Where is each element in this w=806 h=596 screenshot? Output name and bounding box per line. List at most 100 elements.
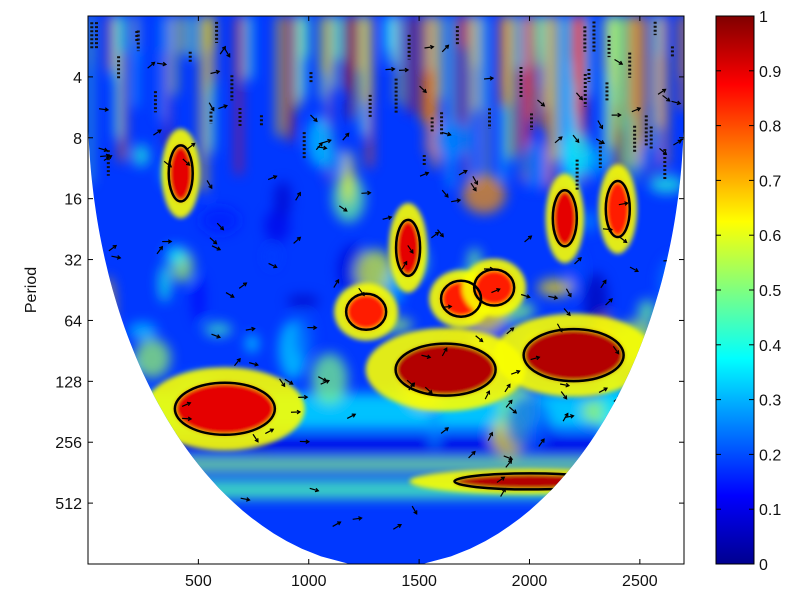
phase-arrow	[468, 450, 476, 459]
phase-arrow	[475, 335, 484, 343]
phase-arrow	[298, 394, 309, 400]
phase-arrow	[317, 376, 328, 382]
significance-contour-2	[344, 292, 388, 332]
phase-arrow	[307, 325, 318, 331]
significance-contour-10	[167, 144, 194, 203]
phase-arrow	[218, 104, 229, 110]
phase-arrow	[548, 295, 559, 300]
phase-arrow	[437, 229, 444, 238]
phase-arrow	[332, 521, 342, 527]
phase-arrow	[441, 189, 449, 198]
phase-arrow	[659, 147, 668, 156]
phase-arrow	[407, 245, 414, 254]
phase-arrow	[537, 99, 546, 107]
phase-arrow	[210, 69, 221, 75]
phase-arrow	[268, 262, 278, 269]
phase-arrow	[309, 487, 320, 493]
phase-arrow	[680, 138, 684, 141]
x-axis: 500 1000 1500 2000 2500	[185, 16, 658, 590]
phase-arrow	[342, 132, 350, 141]
colorbar-tick-label: 0	[759, 557, 768, 574]
phase-arrow	[234, 357, 241, 367]
phase-arrow	[295, 191, 301, 201]
phase-arrow	[440, 427, 450, 434]
colorbar-gradient	[715, 15, 755, 565]
phase-arrow	[484, 76, 495, 81]
phase-arrow	[265, 428, 275, 435]
phase-arrow	[162, 239, 173, 244]
significance-contour-7	[522, 327, 625, 383]
phase-arrow	[293, 236, 302, 244]
hotspot-layer	[144, 128, 654, 495]
colorbar-tick-label: 0.2	[759, 447, 781, 464]
phase-arrow	[560, 391, 568, 400]
hotspot-7	[523, 329, 624, 382]
colorbar-tick-label: 0.4	[759, 338, 781, 355]
phase-arrow	[458, 169, 468, 176]
colorbar-ticks: 0 0.1 0.2 0.3 0.4 0.5 0.6 0.7 0.8 0.9 1	[716, 9, 781, 574]
phase-arrow	[538, 438, 545, 447]
y-tick-label: 32	[64, 253, 82, 270]
phase-arrow	[216, 222, 225, 231]
phase-arrow	[442, 304, 453, 310]
phase-arrow	[487, 431, 494, 441]
phase-arrow	[491, 288, 501, 294]
phase-arrow	[520, 293, 531, 299]
phase-arrow	[187, 142, 196, 150]
phase-arrow	[472, 176, 479, 186]
x-tick-label: 1000	[291, 573, 327, 590]
y-tick-label: 512	[55, 496, 82, 513]
colorbar-tick-label: 0.6	[759, 228, 781, 245]
phase-arrow	[206, 180, 213, 190]
phase-arrow	[211, 245, 222, 251]
phase-arrow	[612, 345, 620, 355]
phase-arrow	[322, 138, 332, 144]
colorbar-tick-label: 1	[759, 9, 768, 26]
phase-arrow	[111, 255, 122, 260]
phase-arrow	[103, 155, 113, 162]
significance-contour-11	[604, 179, 632, 239]
phase-arrow	[597, 120, 604, 130]
phase-arrow	[401, 260, 408, 270]
y-tick-label: 8	[73, 131, 82, 148]
phase-arrow	[352, 516, 363, 521]
hotspot-11	[605, 181, 630, 238]
colorbar-tick-label: 0.7	[759, 173, 781, 190]
phase-arrow	[524, 235, 533, 243]
phase-arrow	[673, 139, 683, 146]
phase-arrow	[358, 287, 365, 297]
phase-arrow	[595, 138, 606, 144]
phase-arrow	[554, 136, 563, 144]
phase-arrow	[441, 347, 448, 357]
phase-arrow	[346, 413, 357, 419]
phase-arrow	[556, 323, 563, 333]
phase-arrow	[451, 198, 462, 203]
colorbar-tick-label: 0.1	[759, 502, 781, 519]
phase-arrow	[290, 409, 302, 415]
x-tick-label: 500	[185, 573, 212, 590]
phase-arrow	[504, 383, 511, 393]
phase-arrow	[506, 327, 515, 335]
colorbar-tick-label: 0.5	[759, 283, 781, 300]
y-axis: 4 8 16 32 64 128 256 512	[55, 70, 684, 513]
phase-arrow	[572, 134, 580, 144]
phase-arrow	[208, 102, 215, 112]
phase-arrow	[153, 129, 162, 136]
plot-frame	[87, 15, 685, 565]
phase-arrow	[565, 288, 572, 298]
phase-arrow	[662, 94, 671, 102]
y-tick-label: 256	[55, 435, 82, 452]
phase-arrow	[618, 201, 629, 206]
y-tick-label: 16	[64, 192, 82, 209]
phase-arrow	[496, 476, 506, 483]
significance-contour-5	[439, 279, 483, 319]
phase-arrow	[563, 308, 571, 317]
phase-arrow	[424, 44, 435, 50]
phase-arrow	[279, 378, 286, 388]
phase-arrows	[89, 44, 684, 532]
phase-arrow	[299, 439, 310, 444]
phase-arrow	[419, 85, 427, 94]
y-tick-label: 4	[73, 70, 82, 87]
phase-arrow	[209, 237, 218, 245]
